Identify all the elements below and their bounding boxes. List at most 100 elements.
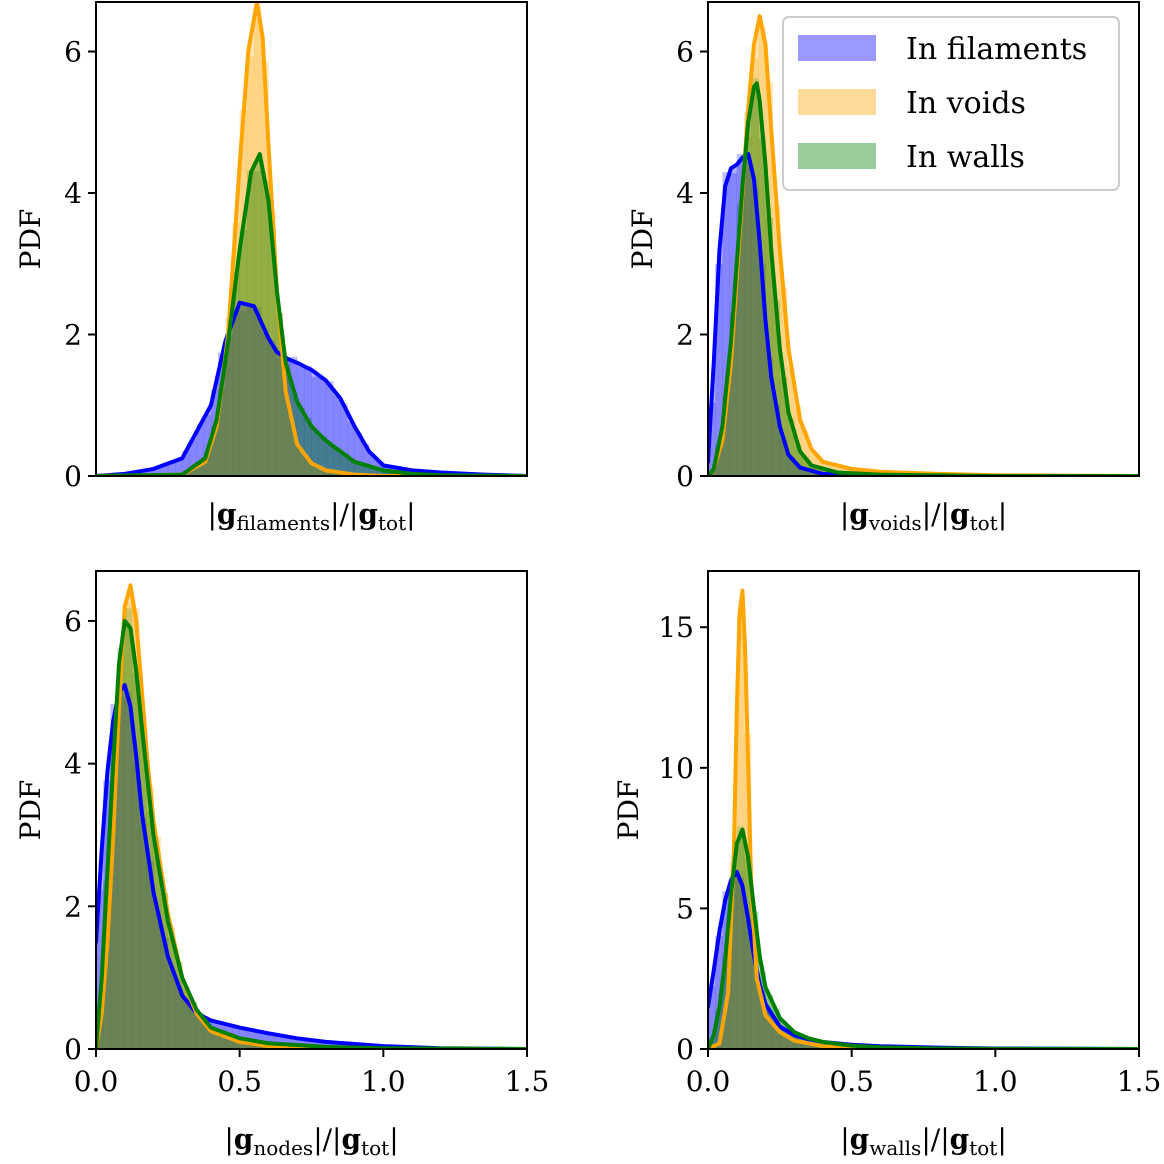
- hist-bar: [239, 1042, 248, 1049]
- hist-bar: [779, 1029, 788, 1049]
- hist-bar: [311, 376, 319, 476]
- hist-bar: [715, 1009, 723, 1049]
- hist-bar: [124, 602, 133, 1049]
- series-line-voids: [708, 588, 1139, 1049]
- hist-bar: [189, 1001, 197, 1049]
- axes-frame: [95, 570, 528, 1050]
- hist-bar: [808, 470, 817, 476]
- hist-bar: [787, 1038, 795, 1049]
- hist-bar: [124, 691, 133, 1049]
- hist-bar: [189, 466, 197, 476]
- hist-bar: [325, 470, 334, 476]
- hist-bar: [218, 1032, 226, 1049]
- y-tick-label: 10: [658, 752, 694, 785]
- hist-bar: [232, 1040, 240, 1049]
- hist-bar: [779, 377, 788, 476]
- area-voids: [708, 590, 1139, 1049]
- hist-bar: [794, 1041, 802, 1049]
- hist-bar: [182, 988, 190, 1049]
- hist-bar: [729, 875, 738, 1049]
- hist-bar: [110, 703, 118, 1049]
- hist-bar: [139, 715, 147, 1049]
- hist-bar: [794, 445, 802, 476]
- hist-bar: [311, 430, 319, 476]
- hist-bar: [772, 1020, 781, 1049]
- hist-bar: [175, 985, 183, 1049]
- hist-bar: [167, 927, 176, 1049]
- hist-bar: [131, 762, 140, 1049]
- hist-bar: [196, 424, 205, 476]
- hist-bar: [787, 1032, 795, 1049]
- hist-bar: [368, 467, 377, 476]
- hist-bar: [131, 607, 140, 1049]
- panel-top-left: 0 2 4 6 PDF |gfilaments|/|gtot|: [14, 1, 528, 535]
- hist-bar: [146, 785, 154, 1049]
- hist-bar: [715, 263, 723, 476]
- hist-bar: [765, 1018, 773, 1049]
- hist-bar: [801, 469, 809, 476]
- hist-bar: [289, 427, 298, 476]
- hist-bar: [318, 468, 327, 476]
- hist-bar: [715, 1043, 723, 1049]
- hist-bar: [325, 381, 334, 476]
- hist-bar: [318, 436, 327, 476]
- hist-bar: [772, 404, 781, 476]
- y-axis-label: PDF: [14, 209, 47, 270]
- hist-bar: [117, 653, 126, 1049]
- legend-box: [782, 16, 1120, 191]
- plot-area: [708, 14, 1139, 476]
- hist-bar: [743, 111, 752, 476]
- hist-bar: [254, 171, 262, 476]
- hist-bar: [722, 172, 730, 476]
- hist-bar: [318, 377, 327, 476]
- hist-bar: [239, 310, 248, 476]
- panel-bottom-left: 0 2 4 6 0.0 0.5 1.0 1.5 PDF |gnodes|/|gtot|: [14, 570, 549, 1160]
- legend-swatch: [798, 143, 876, 169]
- hist-bar: [772, 1028, 781, 1049]
- hist-bar: [246, 305, 255, 476]
- hist-bar: [232, 270, 240, 476]
- hist-bar: [722, 1005, 730, 1049]
- hist-bar: [758, 138, 766, 476]
- series-line-filaments: [708, 152, 1139, 476]
- hist-bar: [203, 1019, 212, 1049]
- axes-frame: [707, 1, 1140, 477]
- y-tick-label: 15: [658, 611, 694, 644]
- series-line-filaments: [96, 300, 527, 476]
- hist-bar: [96, 890, 104, 1049]
- hist-bar: [131, 673, 140, 1049]
- hist-bar: [203, 454, 212, 476]
- hist-bar: [765, 358, 773, 476]
- hist-bar: [743, 733, 752, 1049]
- x-tick-label: 0.0: [74, 1065, 119, 1098]
- hist-bar: [743, 920, 752, 1049]
- hist-bar: [225, 317, 233, 476]
- hist-bar: [347, 421, 355, 476]
- hist-bar: [715, 443, 723, 476]
- area-walls: [96, 620, 527, 1049]
- y-tick-label: 4: [64, 177, 82, 210]
- hist-bar: [182, 450, 190, 476]
- hist-bar: [708, 402, 716, 476]
- hist-bar: [275, 313, 284, 476]
- hist-bar: [146, 811, 154, 1049]
- hist-bar: [175, 459, 183, 476]
- hist-bar: [736, 204, 745, 476]
- area-filaments: [708, 871, 1139, 1049]
- plot-area: [708, 588, 1139, 1049]
- hist-bar: [743, 858, 752, 1049]
- x-axis-label: |gfilaments|/|gtot|: [207, 498, 415, 535]
- y-axis-label: PDF: [14, 780, 47, 841]
- y-tick-label: 0: [64, 460, 82, 493]
- hist-bar: [751, 946, 759, 1049]
- hist-bar: [743, 137, 752, 476]
- hist-bar: [110, 763, 118, 1049]
- hist-bar: [232, 1036, 240, 1049]
- hist-bar: [722, 891, 730, 1049]
- hist-bar: [333, 395, 341, 476]
- hist-bar: [239, 110, 248, 476]
- series-line-walls: [708, 81, 1139, 476]
- hist-bar: [225, 334, 233, 476]
- legend-label: In filaments: [906, 32, 1087, 67]
